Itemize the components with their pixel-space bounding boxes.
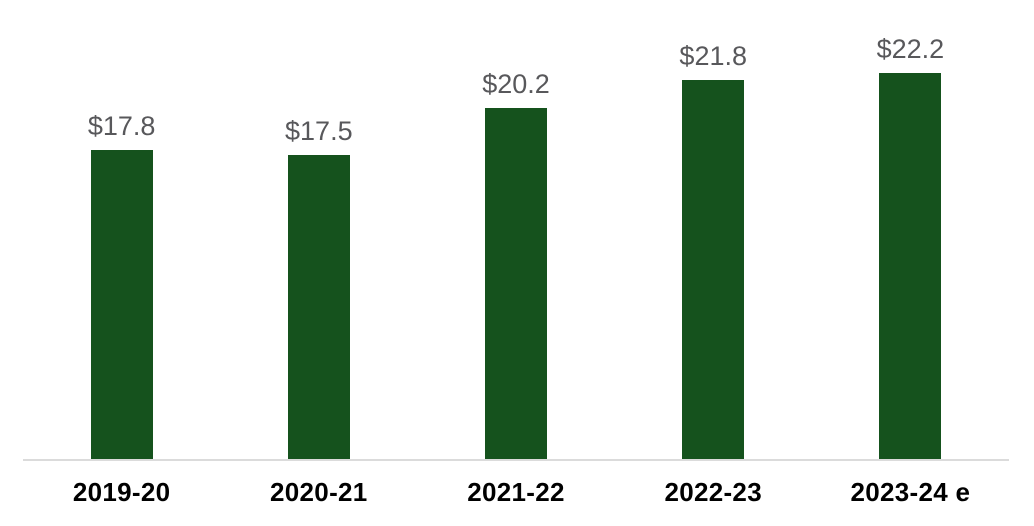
bar-value-label: $22.2 — [876, 34, 945, 64]
category-label: 2021-22 — [467, 477, 565, 507]
category-label: 2020-21 — [270, 477, 368, 507]
category-label: 2019-20 — [72, 477, 171, 507]
bar-value-label: $17.5 — [285, 116, 353, 146]
bar-column: $22.2 — [812, 0, 1009, 459]
bar — [90, 150, 153, 459]
bar — [682, 80, 745, 459]
category-label: 2023-24 e — [850, 477, 971, 507]
bar-column: $20.2 — [417, 0, 614, 459]
bar-value-label: $21.8 — [679, 41, 747, 71]
bar — [879, 73, 942, 459]
plot-area: $17.8 $17.5 $20.2 $21.8 $22.2 — [23, 0, 1009, 459]
bar-value-label: $20.2 — [482, 69, 550, 99]
bar-column: $21.8 — [615, 0, 812, 459]
category-label: 2022-23 — [664, 477, 762, 507]
axis-labels-row: 2019-20 2020-21 2021-22 2022-23 2023-24 e — [23, 461, 1009, 508]
bar-column: $17.5 — [220, 0, 417, 459]
x-axis-line — [23, 459, 1009, 461]
bar-column: $17.8 — [23, 0, 220, 459]
bar — [485, 108, 547, 459]
bar-value-label: $17.8 — [87, 111, 156, 141]
bar — [287, 155, 350, 459]
